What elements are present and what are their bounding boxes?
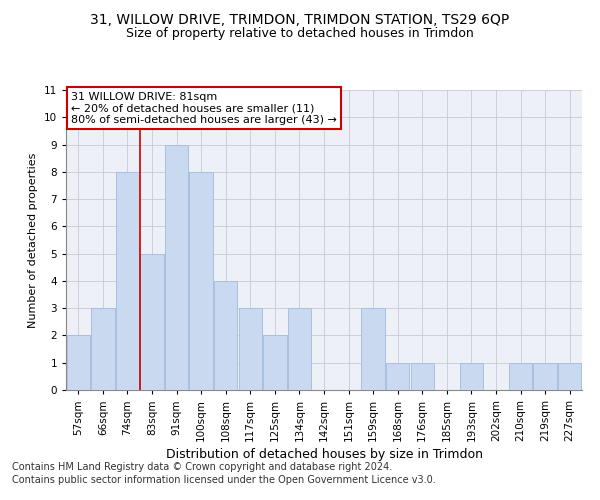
Bar [361, 308, 385, 390]
Bar [214, 281, 238, 390]
Bar [190, 172, 213, 390]
Bar [410, 362, 434, 390]
Bar [386, 362, 409, 390]
Text: Size of property relative to detached houses in Trimdon: Size of property relative to detached ho… [126, 28, 474, 40]
Bar [263, 336, 287, 390]
Bar [509, 362, 532, 390]
X-axis label: Distribution of detached houses by size in Trimdon: Distribution of detached houses by size … [166, 448, 482, 461]
Bar [67, 336, 90, 390]
Text: 31 WILLOW DRIVE: 81sqm
← 20% of detached houses are smaller (11)
80% of semi-det: 31 WILLOW DRIVE: 81sqm ← 20% of detached… [71, 92, 337, 124]
Bar [140, 254, 164, 390]
Bar [558, 362, 581, 390]
Bar [116, 172, 139, 390]
Bar [239, 308, 262, 390]
Y-axis label: Number of detached properties: Number of detached properties [28, 152, 38, 328]
Text: Contains HM Land Registry data © Crown copyright and database right 2024.: Contains HM Land Registry data © Crown c… [12, 462, 392, 472]
Bar [288, 308, 311, 390]
Bar [533, 362, 557, 390]
Bar [91, 308, 115, 390]
Bar [165, 144, 188, 390]
Bar [460, 362, 483, 390]
Text: Contains public sector information licensed under the Open Government Licence v3: Contains public sector information licen… [12, 475, 436, 485]
Text: 31, WILLOW DRIVE, TRIMDON, TRIMDON STATION, TS29 6QP: 31, WILLOW DRIVE, TRIMDON, TRIMDON STATI… [91, 12, 509, 26]
